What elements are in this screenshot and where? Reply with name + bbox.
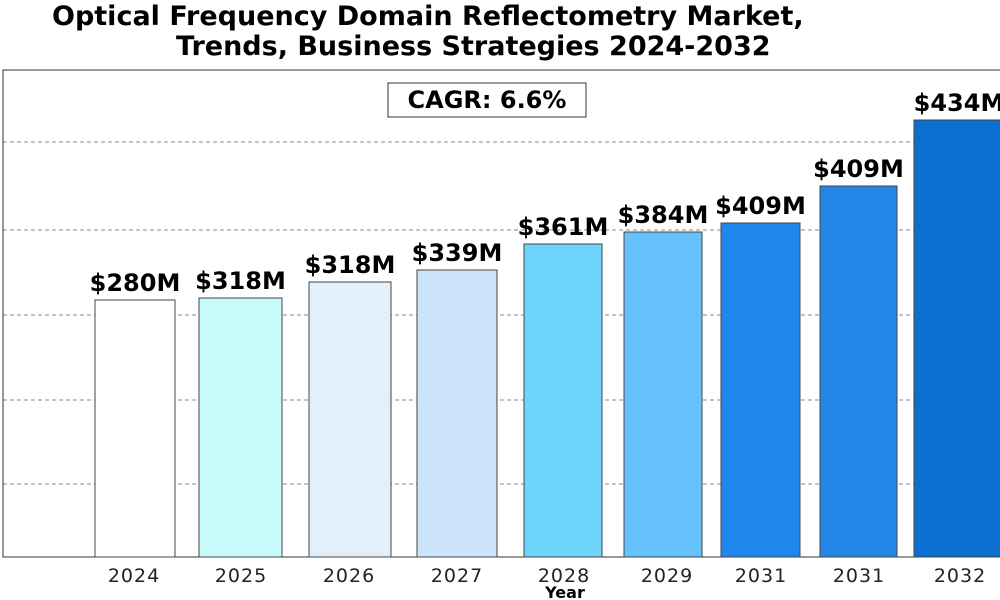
x-tick-label: 2027 (431, 565, 483, 587)
chart-title-line-2: Trends, Business Strategies 2024-2032 (176, 31, 771, 62)
cagr-box (387, 82, 587, 118)
bar-2026 (308, 281, 392, 558)
data-label: $434M (914, 89, 1000, 117)
chart-title-line-1: Optical Frequency Domain Reflectometry M… (52, 1, 804, 32)
bar-2031 (720, 222, 801, 558)
x-tick-label: 2028 (538, 565, 590, 587)
x-tick-label: 2031 (833, 565, 885, 587)
bar-2024 (94, 299, 176, 558)
data-label: $384M (618, 201, 709, 229)
bar-2025 (198, 297, 283, 558)
cagr-label: CAGR: 6.6% (408, 86, 567, 114)
data-label: $409M (813, 155, 904, 183)
x-tick-label: 2025 (215, 565, 267, 587)
bar-2031 (819, 185, 898, 558)
data-label: $339M (412, 239, 503, 267)
x-tick-label: 2024 (108, 565, 160, 587)
bar-2029 (623, 231, 703, 558)
bars (94, 119, 1000, 558)
bar-2028 (523, 243, 603, 558)
data-labels: $280M $318M$318M $339M$361M $384M $409M$409M… (90, 89, 1000, 297)
data-label: $361M (518, 213, 609, 241)
gridlines (3, 141, 1000, 485)
data-label: $318M (195, 267, 286, 295)
data-label: $280M (90, 269, 181, 297)
x-axis-label: Year (544, 583, 585, 600)
cagr-annotation: CAGR: 6.6% (387, 82, 587, 118)
plot-frame (2, 69, 1000, 558)
bar-2032 (913, 119, 1000, 558)
data-label: $318M (305, 251, 396, 279)
x-tick-label: 2031 (735, 565, 787, 587)
data-label: $409M (715, 192, 806, 220)
bar-2027 (416, 269, 498, 558)
x-tick-label: 2026 (323, 565, 375, 587)
x-tick-label: 2029 (641, 565, 693, 587)
x-tick-label: 2032 (934, 565, 986, 587)
x-tick-labels: 2024 2025 2026 2027 2028 2029 2031 2031 2032 (108, 565, 986, 587)
